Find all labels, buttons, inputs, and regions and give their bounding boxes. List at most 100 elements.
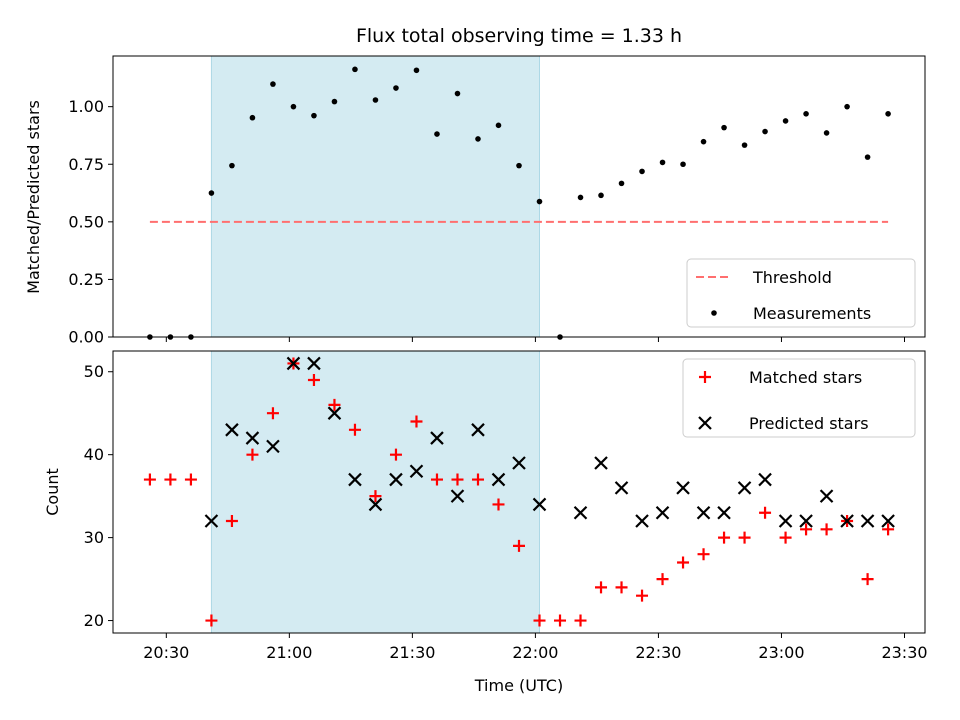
data-point	[635, 514, 649, 528]
data-point	[659, 159, 666, 166]
data-point	[533, 614, 546, 627]
data-point	[532, 497, 547, 512]
data-point	[512, 456, 526, 470]
data-point	[721, 124, 727, 131]
data-point	[799, 514, 813, 528]
x-tick-label: 20:30	[143, 643, 189, 662]
data-point	[471, 423, 485, 437]
y-tick-label: 0.25	[68, 270, 104, 289]
y-tick-label: 0.00	[68, 328, 104, 347]
data-point	[164, 473, 177, 486]
legend-box	[686, 258, 916, 328]
data-point	[779, 531, 792, 544]
data-point	[595, 581, 608, 594]
data-point	[656, 573, 669, 586]
x-tick-label: 21:00	[266, 643, 312, 662]
data-point	[492, 498, 505, 511]
data-point	[410, 415, 423, 428]
data-point	[393, 85, 399, 91]
data-point	[864, 154, 871, 160]
shaded-interval	[210, 55, 541, 338]
data-point	[696, 505, 711, 520]
data-point	[430, 473, 443, 486]
data-point	[758, 472, 772, 487]
legend: Threshold Measurements	[686, 258, 916, 328]
data-point	[430, 431, 444, 445]
data-point	[636, 589, 649, 602]
data-point	[413, 67, 420, 74]
legend-label: Matched stars	[749, 368, 862, 387]
data-point	[513, 539, 525, 552]
x-tick-label: 22:00	[512, 643, 558, 662]
series-predicted-stars	[204, 356, 895, 528]
data-point	[618, 180, 625, 187]
legend-handle-plus	[699, 371, 711, 383]
x-tick-label: 23:00	[758, 643, 804, 662]
data-point	[676, 481, 690, 495]
data-point	[823, 130, 830, 136]
data-point	[759, 506, 772, 519]
data-point	[577, 194, 584, 201]
data-point	[574, 614, 587, 627]
data-point	[495, 122, 502, 129]
data-point	[491, 472, 506, 487]
data-point	[270, 81, 276, 87]
data-point	[554, 614, 567, 627]
data-point	[389, 472, 403, 487]
data-point	[860, 514, 875, 528]
data-point	[434, 131, 440, 137]
data-point	[737, 481, 752, 495]
data-point	[246, 448, 259, 461]
data-point	[655, 505, 670, 520]
data-point	[471, 473, 484, 486]
data-point	[266, 439, 280, 454]
series-matched-stars	[143, 357, 895, 627]
y-tick-label: 40	[84, 445, 104, 464]
data-point	[614, 481, 629, 495]
data-point	[450, 489, 465, 503]
data-point	[311, 112, 317, 119]
data-point	[454, 90, 461, 97]
data-point	[778, 514, 793, 528]
y-tick-label: 20	[84, 611, 104, 630]
y-tick-label: 0.75	[68, 155, 104, 174]
data-point	[307, 356, 321, 371]
data-point	[717, 505, 731, 520]
legend-label: Threshold	[752, 268, 832, 287]
axes-frame	[112, 55, 926, 338]
data-point	[249, 114, 256, 121]
y-tick-label: 30	[84, 528, 104, 547]
data-point	[882, 523, 895, 536]
bottom-panel: 20 30 40 50 20:30 21:00 21:30 22:00 22:30 23:00 23…	[84, 350, 928, 662]
data-point	[885, 111, 891, 117]
data-point	[680, 161, 686, 168]
y-tick-label: 0.50	[68, 212, 104, 231]
data-point	[368, 497, 383, 512]
legend-box	[682, 358, 916, 438]
legend: Matched stars Predicted stars	[682, 358, 916, 438]
data-point	[225, 515, 238, 528]
data-point	[881, 514, 895, 528]
data-point	[286, 356, 301, 371]
data-point	[372, 97, 379, 103]
data-point	[738, 531, 751, 544]
data-point	[348, 472, 362, 487]
data-point	[844, 103, 850, 110]
data-point	[800, 523, 813, 536]
data-point	[290, 103, 297, 110]
data-point	[331, 98, 338, 105]
data-point	[741, 142, 748, 148]
data-point	[840, 514, 854, 528]
legend-handle-dot	[711, 310, 717, 316]
data-point	[204, 514, 219, 528]
data-point	[266, 407, 279, 420]
data-point	[677, 556, 690, 569]
legend-label: Predicted stars	[749, 414, 869, 433]
data-point	[184, 473, 197, 486]
data-point	[389, 448, 402, 461]
data-point	[225, 423, 239, 437]
data-point	[451, 473, 464, 486]
data-point	[348, 423, 361, 436]
data-point	[229, 162, 235, 169]
